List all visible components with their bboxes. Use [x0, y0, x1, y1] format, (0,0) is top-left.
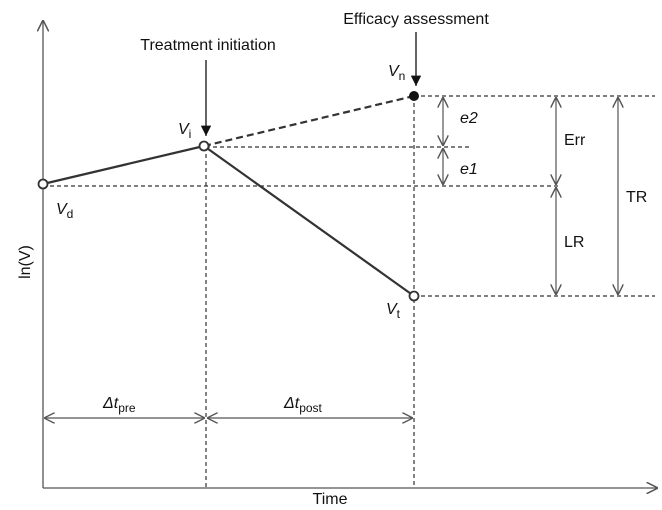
subscript: pre [118, 401, 136, 415]
label: Vd [56, 201, 73, 221]
symbol: V [386, 301, 398, 318]
label: Δtpost [283, 395, 323, 415]
label: Treatment initiation [140, 37, 275, 54]
y-axis-label: ln(V) [17, 245, 34, 279]
label: Δtpre [102, 395, 136, 415]
treated-trend [203, 145, 415, 297]
subscript: t [397, 307, 401, 321]
label: Err [564, 132, 586, 149]
point [37, 178, 49, 190]
symbol: Δt [102, 395, 119, 412]
label: LR [564, 234, 584, 251]
symbol: V [56, 201, 68, 218]
subscript: n [399, 69, 406, 83]
symbol: Δt [283, 395, 300, 412]
x-axis-label: Time [313, 491, 348, 508]
label: e2 [460, 110, 478, 127]
label: e1 [460, 161, 478, 178]
subscript: d [67, 207, 74, 221]
label: Vt [386, 301, 401, 321]
point [408, 290, 420, 302]
point [409, 91, 419, 101]
label: TR [626, 189, 647, 206]
label: Vn [388, 63, 405, 83]
label: Efficacy assessment [343, 11, 489, 28]
symbol: V [178, 121, 190, 138]
pre-trend [42, 144, 205, 186]
symbol: V [388, 63, 400, 80]
point [198, 140, 210, 152]
projected-trend [203, 94, 415, 148]
label: Vi [178, 121, 191, 141]
subscript: i [189, 127, 192, 141]
subscript: post [299, 401, 322, 415]
